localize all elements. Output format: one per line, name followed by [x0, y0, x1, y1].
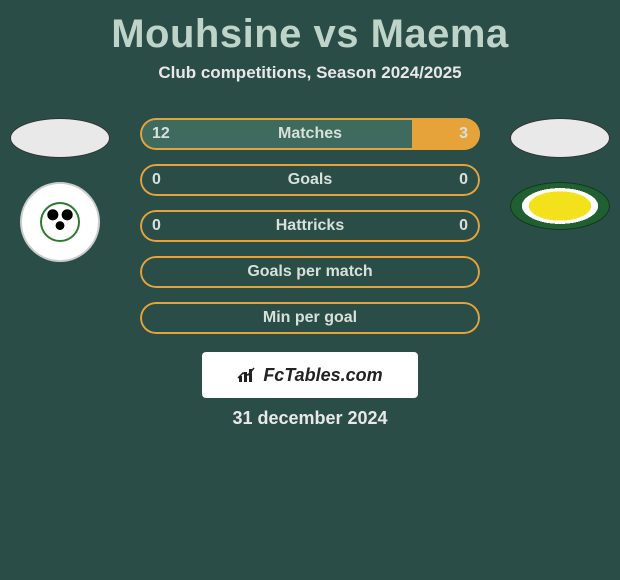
- watermark-text: FcTables.com: [263, 365, 382, 386]
- page-title: Mouhsine vs Maema: [0, 0, 620, 57]
- stat-label: Hattricks: [140, 210, 480, 242]
- stat-label: Matches: [140, 118, 480, 150]
- stat-label: Goals: [140, 164, 480, 196]
- stat-row: 00Hattricks: [140, 210, 480, 242]
- club-right-badge: [510, 182, 610, 230]
- stat-row: 123Matches: [140, 118, 480, 150]
- date-label: 31 december 2024: [0, 408, 620, 429]
- watermark: FcTables.com: [202, 352, 418, 398]
- club-left-badge: [20, 182, 100, 262]
- stat-row: Goals per match: [140, 256, 480, 288]
- page-subtitle: Club competitions, Season 2024/2025: [0, 63, 620, 83]
- player-left-avatar: [10, 118, 110, 158]
- stats-column: 123Matches 00Goals 00Hattricks Goals per ma…: [140, 118, 480, 348]
- stat-label: Min per goal: [140, 302, 480, 334]
- stat-row: Min per goal: [140, 302, 480, 334]
- stat-label: Goals per match: [140, 256, 480, 288]
- chart-icon: [237, 366, 259, 384]
- stat-row: 00Goals: [140, 164, 480, 196]
- player-right-avatar: [510, 118, 610, 158]
